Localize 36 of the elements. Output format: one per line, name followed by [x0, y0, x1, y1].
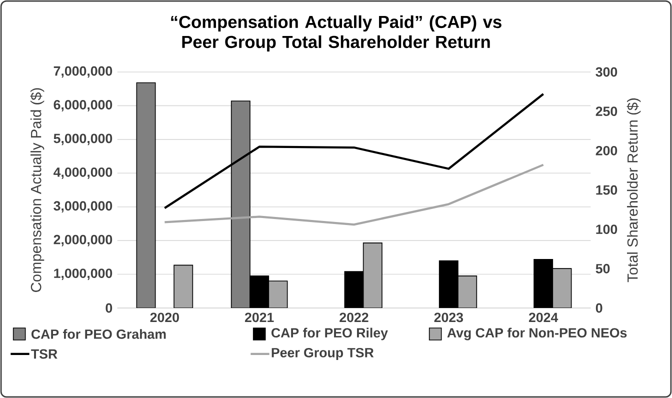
y-tick-label: 6,000,000 — [54, 100, 112, 112]
legend-label: Avg CAP for Non-PEO NEOs — [447, 328, 627, 340]
x-tick-label: 2020 — [150, 312, 179, 322]
legend-label: Peer Group TSR — [272, 348, 374, 360]
bar — [458, 276, 478, 308]
y2-tick-label: 250 — [596, 106, 618, 116]
bar — [268, 280, 288, 308]
x-tick-label: 2024 — [528, 312, 558, 322]
y-tick-label: 7,000,000 — [54, 66, 112, 78]
y2-tick-label: 0 — [596, 303, 602, 313]
y2-tick-label: 200 — [596, 146, 618, 156]
y2-tick-label: 150 — [596, 185, 618, 195]
y-axis-title: Compensation Actually Paid ($) — [30, 88, 44, 292]
y-tick-label: 1,000,000 — [54, 268, 112, 280]
y-tick-label: 3,000,000 — [54, 201, 112, 213]
bar — [230, 100, 250, 308]
bar — [174, 264, 194, 308]
bar — [136, 82, 156, 308]
y2-tick-label: 300 — [596, 67, 618, 77]
x-tick-label: 2021 — [244, 312, 274, 322]
chart-title: “Compensation Actually Paid” (CAP) vs Peer Group Total Shareholder Return — [171, 15, 502, 52]
legend-label: TSR — [31, 349, 58, 359]
line-series — [164, 164, 544, 226]
y-tick-label: 2,000,000 — [54, 234, 112, 246]
y-tick-label: 4,000,000 — [54, 167, 112, 179]
y-tick-label: 0 — [106, 303, 112, 313]
legend-label: CAP for PEO Riley — [271, 328, 388, 340]
x-tick-label: 2022 — [340, 312, 368, 322]
y2-tick-label: 50 — [596, 264, 610, 274]
y-tick-label: 5,000,000 — [54, 134, 112, 146]
legend-label: CAP for PEO Graham — [31, 329, 166, 339]
y2-tick-label: 100 — [596, 224, 618, 234]
y2-axis-title: Total Shareholder Return ($) — [626, 98, 641, 282]
bar — [552, 268, 572, 308]
bar — [362, 242, 382, 308]
x-tick-label: 2023 — [434, 312, 464, 322]
